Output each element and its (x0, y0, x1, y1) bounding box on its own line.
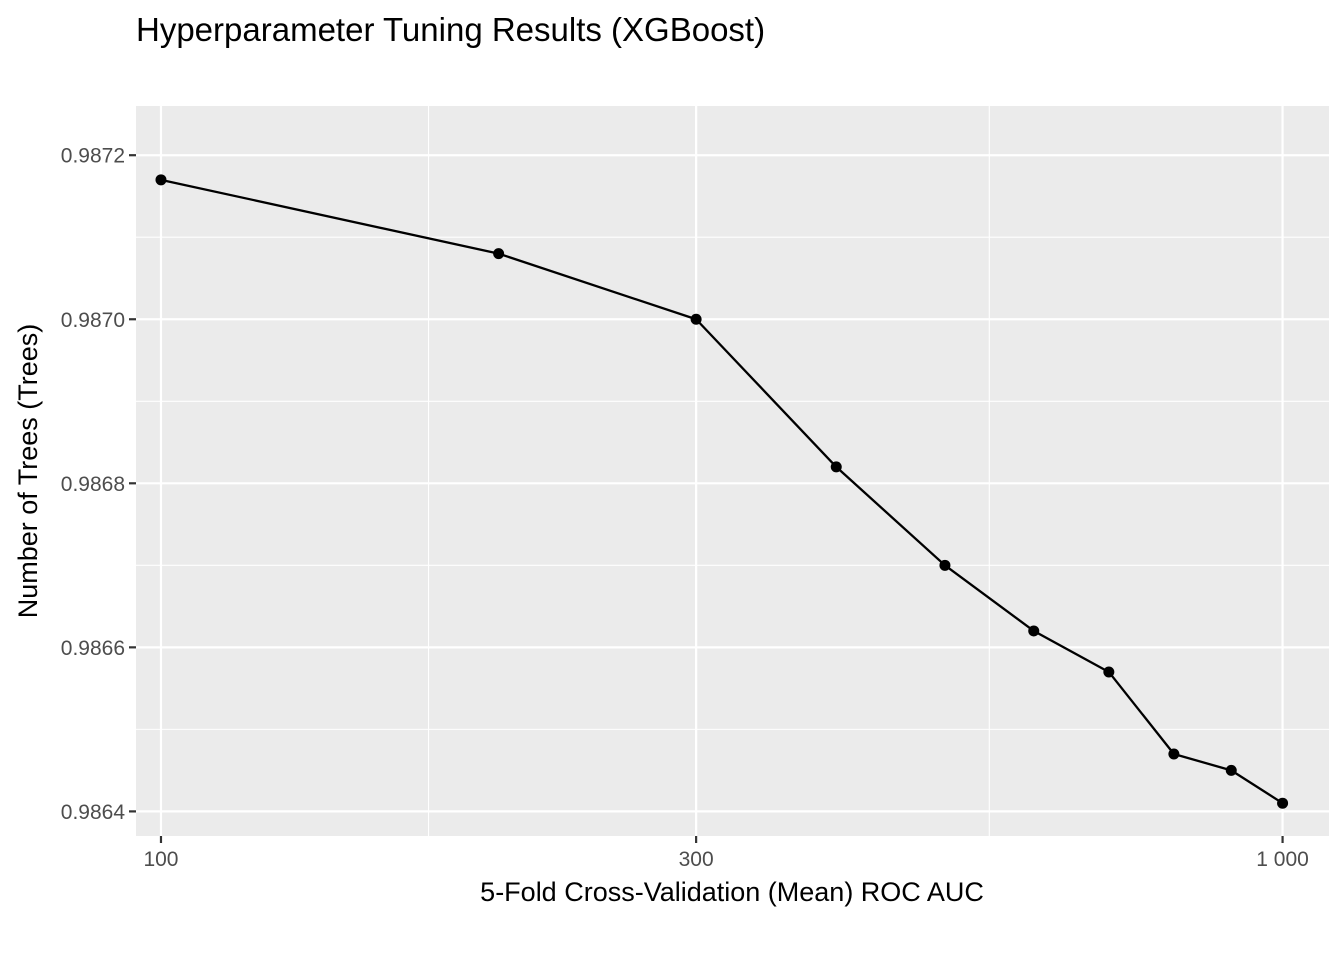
data-point-5 (1028, 625, 1040, 637)
plot-panel (136, 106, 1329, 836)
y-axis-title: Number of Trees (Trees) (13, 324, 43, 619)
data-point-3 (830, 461, 842, 473)
x-axis-title: 5-Fold Cross-Validation (Mean) ROC AUC (480, 877, 984, 907)
x-axis: 100 300 1 000 (143, 836, 1309, 871)
y-axis: 0.9864 0.9866 0.9868 0.9870 0.9872 (61, 145, 136, 824)
y-tick-label-3: 0.9870 (61, 309, 125, 332)
series-line-0 (160, 178, 1284, 805)
series-layer (155, 174, 1289, 809)
data-point-9 (1277, 797, 1289, 809)
x-tick-label-2: 1 000 (1256, 848, 1309, 871)
data-point-8 (1225, 764, 1237, 776)
data-point-1 (493, 248, 505, 260)
x-tick-label-1: 300 (679, 848, 714, 871)
major-gridlines (136, 106, 1329, 836)
data-point-7 (1168, 748, 1180, 760)
minor-gridlines (136, 106, 1329, 836)
data-point-0 (155, 174, 167, 186)
y-tick-label-0: 0.9864 (61, 801, 126, 824)
data-point-2 (690, 313, 702, 325)
y-tick-label-1: 0.9866 (61, 637, 125, 660)
chart-title: Hyperparameter Tuning Results (XGBoost) (136, 11, 765, 48)
data-point-4 (939, 559, 951, 571)
data-point-6 (1103, 666, 1115, 678)
x-tick-label-0: 100 (143, 848, 178, 871)
y-tick-label-2: 0.9868 (61, 473, 125, 496)
y-tick-label-4: 0.9872 (61, 145, 125, 168)
